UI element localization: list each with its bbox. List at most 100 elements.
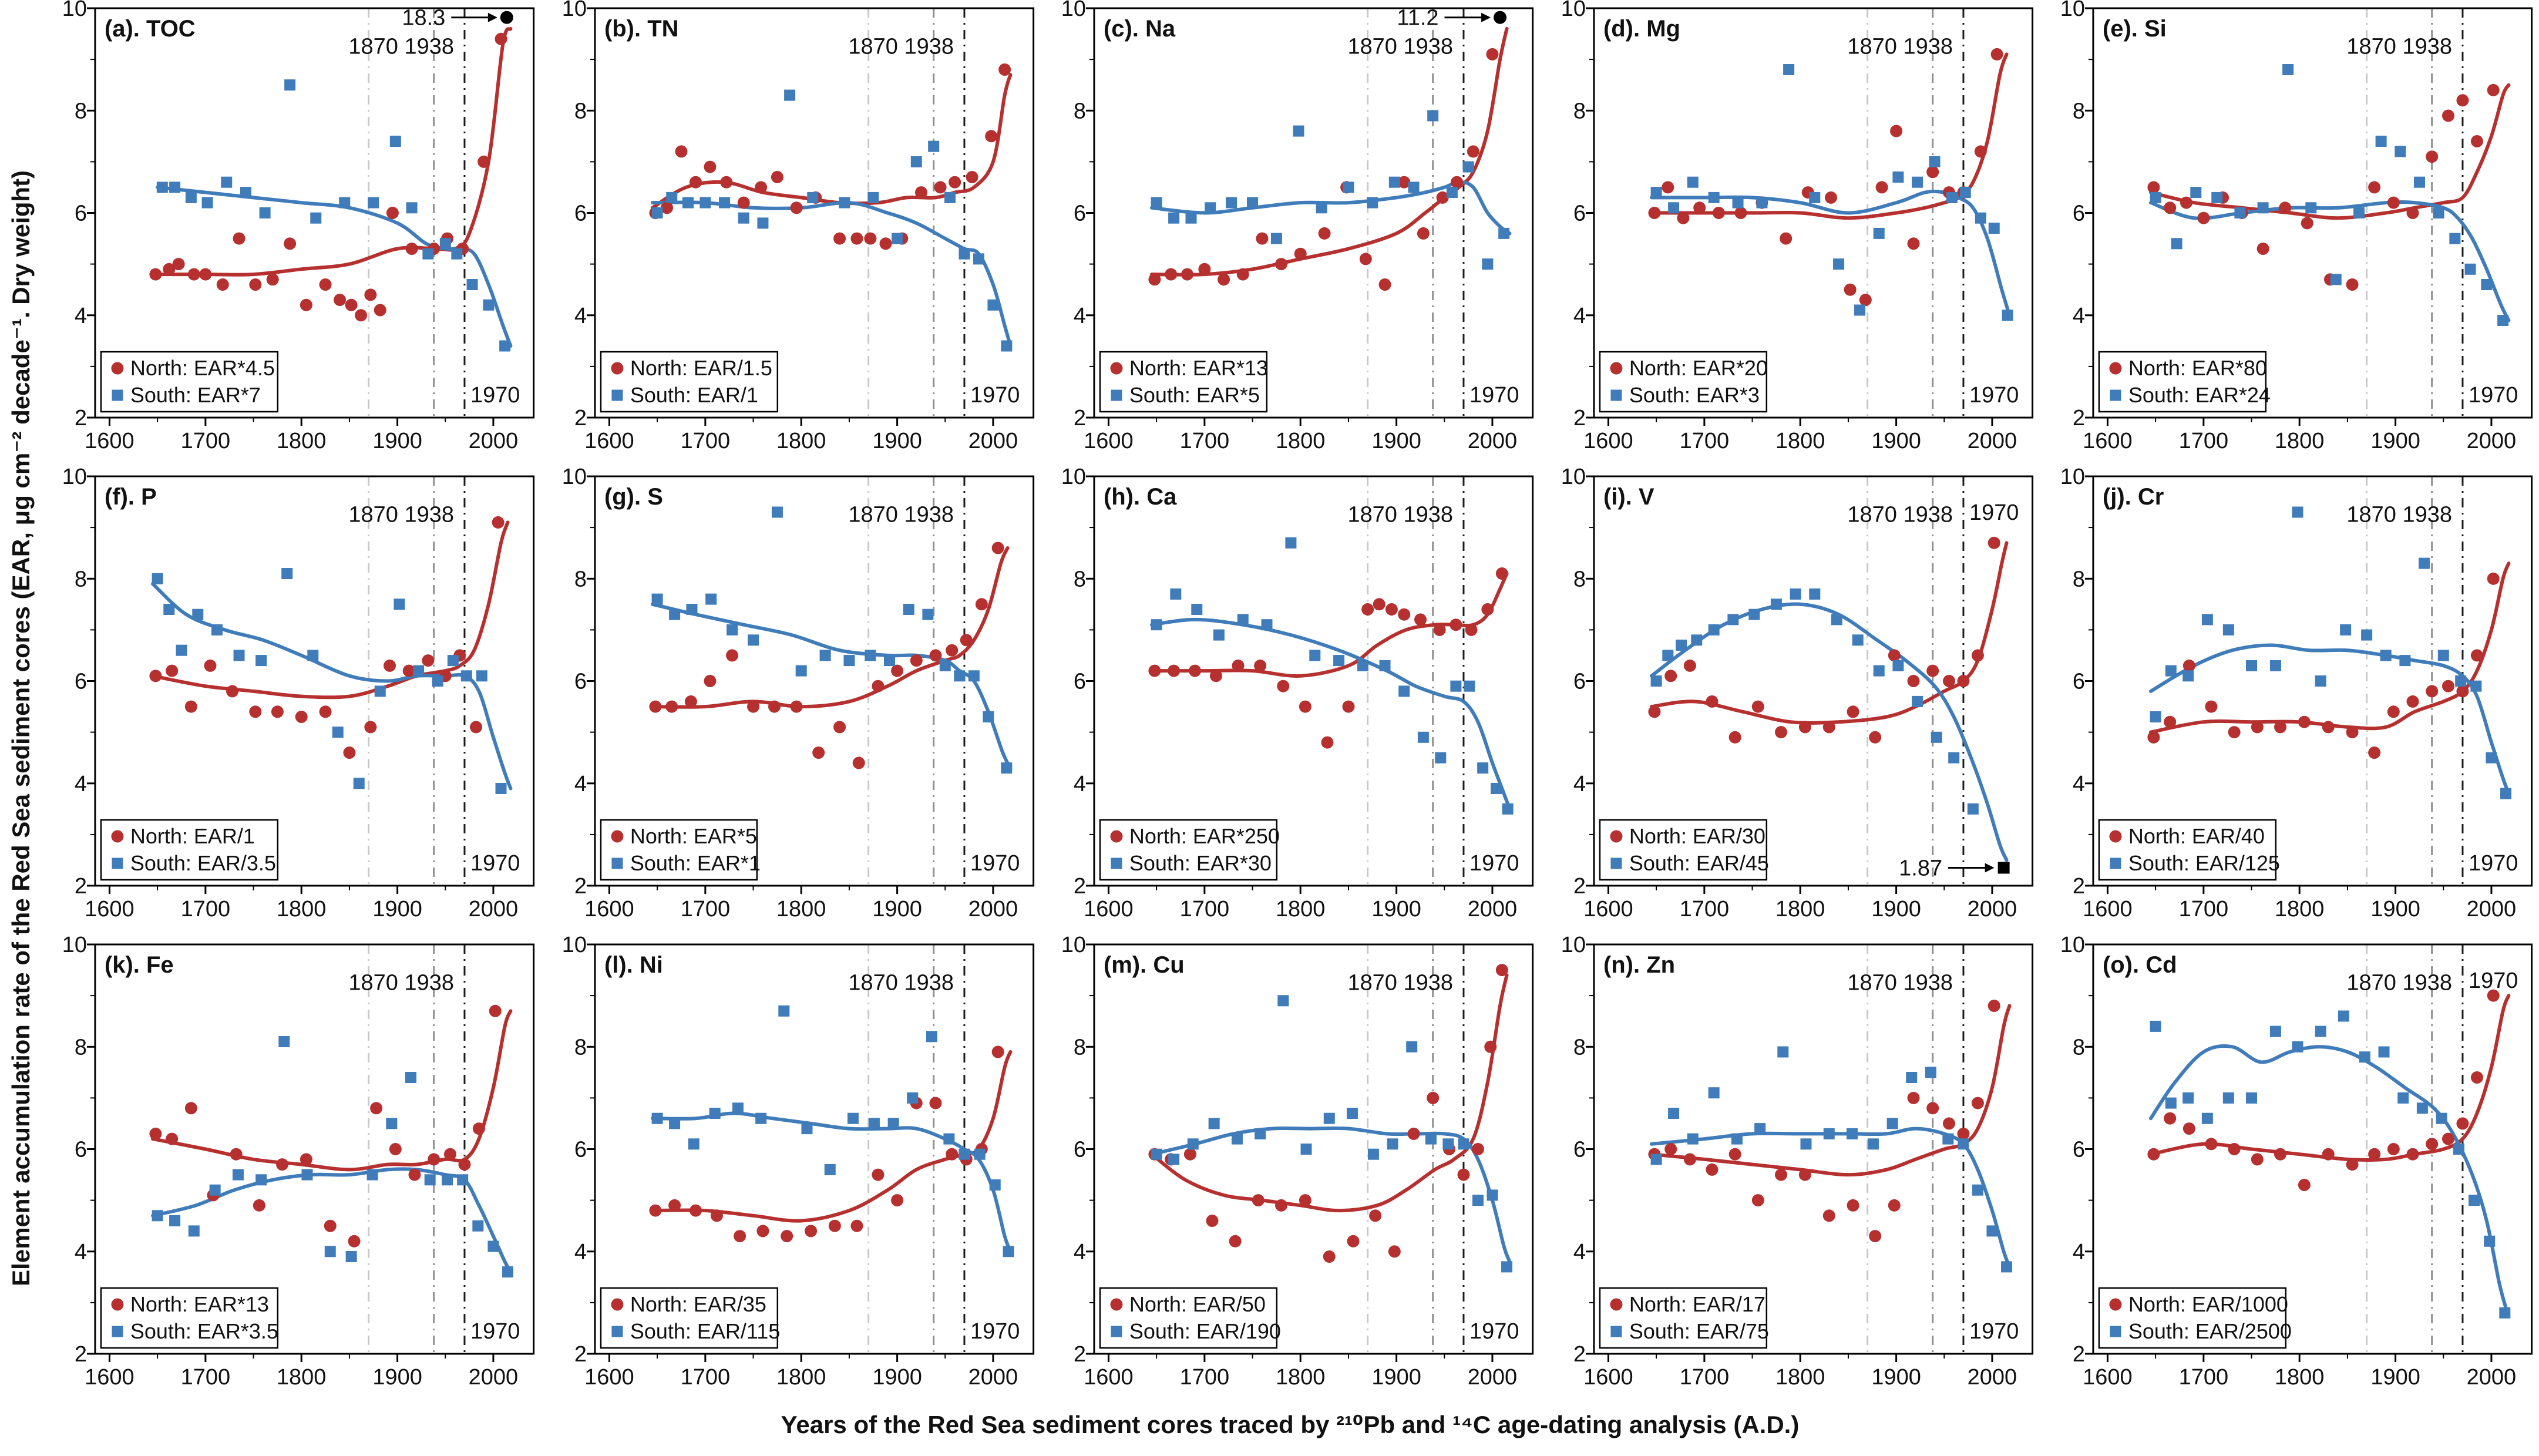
legend-box	[1599, 351, 1767, 413]
north-trend-line	[2149, 83, 2511, 220]
north-data-point	[2147, 1148, 2160, 1161]
north-data-point	[1398, 176, 1411, 189]
south-data-point	[1398, 685, 1410, 697]
north-data-point	[374, 304, 386, 317]
north-data-point	[2183, 1122, 2196, 1135]
legend-north-marker	[1110, 362, 1123, 375]
south-data-point	[1285, 537, 1297, 549]
south-data-point	[1972, 1184, 1983, 1196]
south-data-point	[483, 299, 495, 311]
legend-box	[2099, 819, 2277, 881]
north-data-point	[1648, 207, 1661, 219]
x-tick-label: 2000	[1468, 1365, 1517, 1390]
ref-1970-label: 1970	[1469, 383, 1519, 408]
north-data-point	[1378, 278, 1391, 291]
north-data-point	[1868, 731, 1881, 744]
legend-south-marker	[1111, 858, 1122, 869]
south-data-point	[2464, 263, 2476, 275]
north-data-point	[2487, 989, 2500, 1002]
north-data-point	[966, 171, 978, 183]
south-data-point	[1852, 634, 1864, 646]
ref-years-label: 1870 1938	[2347, 34, 2453, 59]
north-data-point	[675, 145, 688, 158]
south-data-point	[887, 1118, 899, 1129]
x-tick-label: 1700	[181, 897, 230, 922]
south-data-point	[2438, 650, 2450, 661]
y-tick-label: 10	[1561, 936, 1586, 957]
y-tick-label: 4	[1074, 304, 1086, 328]
north-data-point	[2346, 278, 2359, 291]
legend-south-marker	[1610, 389, 1622, 401]
north-data-point	[2279, 201, 2292, 214]
south-data-point	[1708, 624, 1720, 635]
south-data-point	[922, 608, 933, 620]
north-data-point	[948, 176, 961, 189]
north-data-point	[960, 634, 973, 647]
north-data-point	[1165, 268, 1178, 281]
north-data-point	[929, 1097, 942, 1109]
x-tick-label: 1900	[2371, 897, 2420, 922]
ref-years-label: 1870 1938	[348, 34, 454, 59]
south-trend-line	[1649, 189, 2012, 317]
x-tick-label: 1900	[872, 429, 922, 453]
north-data-point	[2387, 196, 2400, 209]
north-data-point	[1360, 253, 1373, 265]
south-data-point	[1191, 604, 1203, 615]
north-data-point	[1414, 613, 1427, 626]
subplot-j-cr: 1870 1938 1970 1600 1700 1800 1900 2000 2 4 6 8 10 (…	[2039, 468, 2539, 936]
north-data-point	[2456, 1117, 2469, 1130]
south-data-point	[1237, 614, 1249, 626]
south-data-point	[1905, 1072, 1917, 1083]
south-data-point	[389, 136, 401, 147]
south-data-point	[2449, 233, 2461, 244]
north-data-point	[833, 232, 846, 245]
south-data-point	[838, 197, 850, 209]
north-data-point	[1971, 649, 1984, 662]
x-tick-label: 1600	[1084, 897, 1133, 922]
south-data-point	[1790, 588, 1801, 600]
south-data-point	[2315, 1025, 2327, 1037]
ref-1970-label: 1970	[1969, 500, 2019, 525]
north-data-point	[991, 542, 1004, 554]
y-tick-label: 8	[2073, 1035, 2085, 1060]
north-data-point	[1774, 726, 1787, 739]
south-data-point	[466, 279, 478, 290]
south-data-point	[1487, 1189, 1498, 1201]
south-data-point	[2419, 557, 2430, 569]
north-trend-line	[1150, 26, 1509, 277]
north-data-point	[355, 309, 368, 322]
north-data-point	[984, 130, 997, 143]
north-data-point	[998, 63, 1011, 76]
north-data-point	[1988, 536, 2000, 549]
north-data-point	[850, 1219, 863, 1232]
y-tick-label: 10	[1061, 0, 1086, 21]
south-data-point	[1277, 995, 1289, 1007]
x-tick-label: 2000	[1468, 897, 1517, 922]
x-tick-label: 1900	[1372, 1365, 1421, 1390]
north-data-point	[1859, 294, 1872, 307]
legend-north-marker	[611, 1298, 624, 1311]
annotation-marker	[500, 11, 513, 24]
panel-title: (a). TOC	[105, 16, 196, 42]
south-data-point	[1831, 614, 1842, 626]
north-data-point	[1467, 145, 1480, 158]
south-data-point	[1213, 629, 1225, 641]
y-tick-label: 4	[2073, 304, 2085, 328]
ref-years-label: 1870 1938	[1348, 502, 1454, 527]
north-data-point	[1486, 48, 1499, 60]
subplot-g-s: 1870 1938 1970 1600 1700 1800 1900 2000 2 4 6 8 10 (…	[541, 468, 1041, 936]
y-tick-label: 10	[1061, 936, 1086, 957]
legend-north-label: North: EAR/1000	[2128, 1292, 2288, 1316]
north-trend-line	[650, 1050, 1013, 1223]
chart-j-cr: 1870 1938 1970 1600 1700 1800 1900 2000 2 4 6 8 10 (…	[2060, 468, 2533, 922]
x-tick-label: 1600	[584, 897, 634, 922]
x-tick-label: 1900	[2371, 1365, 2420, 1390]
chart-d-mg: 1870 1938 1970 1600 1700 1800 1900 2000 2 4 6 8 10 (…	[1561, 0, 2033, 453]
north-data-point	[2406, 207, 2419, 219]
y-tick-label: 6	[75, 669, 87, 694]
legend-south-marker	[112, 389, 123, 401]
y-tick-label: 8	[75, 567, 87, 591]
north-trend-line	[1150, 973, 1509, 1213]
south-data-point	[1464, 680, 1475, 692]
south-data-point	[1873, 227, 1885, 239]
